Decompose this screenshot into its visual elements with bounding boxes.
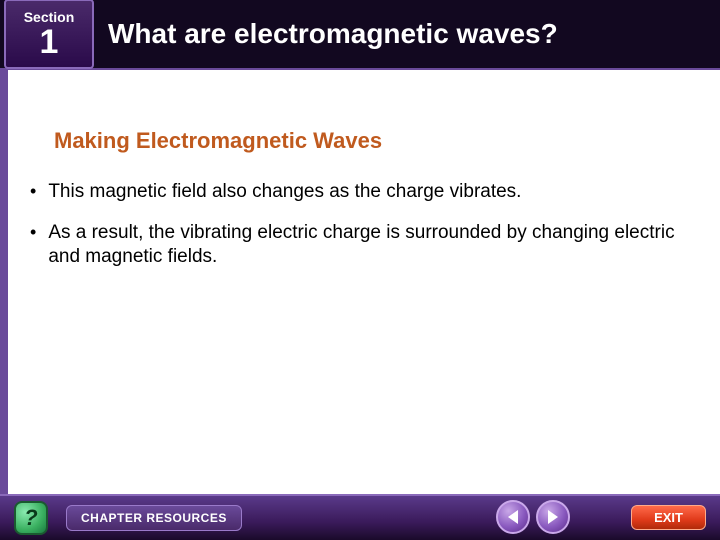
bullet-text: This magnetic field also changes as the … xyxy=(48,180,521,205)
content-area: Making Electromagnetic Waves • This magn… xyxy=(0,70,720,498)
exit-button[interactable]: EXIT xyxy=(631,505,706,530)
bullet-list: • This magnetic field also changes as th… xyxy=(0,168,720,498)
bullet-icon: • xyxy=(30,180,36,203)
list-item: • As a result, the vibrating electric ch… xyxy=(30,213,690,278)
slide-header: Section 1 What are electromagnetic waves… xyxy=(0,0,720,70)
slide-title: What are electromagnetic waves? xyxy=(100,18,720,50)
section-number: 1 xyxy=(40,25,59,59)
section-badge: Section 1 xyxy=(4,0,94,69)
chapter-resources-button[interactable]: CHAPTER RESOURCES xyxy=(66,505,242,531)
list-item: • This magnetic field also changes as th… xyxy=(30,172,690,213)
help-button[interactable]: ? xyxy=(14,501,48,535)
arrow-right-icon xyxy=(546,509,560,525)
footer-bar: ? CHAPTER RESOURCES EXIT xyxy=(0,494,720,540)
exit-label: EXIT xyxy=(654,510,683,525)
arrow-left-icon xyxy=(506,509,520,525)
bullet-icon: • xyxy=(30,221,36,244)
bullet-text: As a result, the vibrating electric char… xyxy=(48,221,690,270)
help-icon: ? xyxy=(24,505,37,531)
nav-arrows xyxy=(496,500,570,534)
content-spacer xyxy=(0,70,720,114)
content-subtitle: Making Electromagnetic Waves xyxy=(0,114,720,168)
next-button[interactable] xyxy=(536,500,570,534)
resources-label: CHAPTER RESOURCES xyxy=(81,511,227,525)
prev-button[interactable] xyxy=(496,500,530,534)
